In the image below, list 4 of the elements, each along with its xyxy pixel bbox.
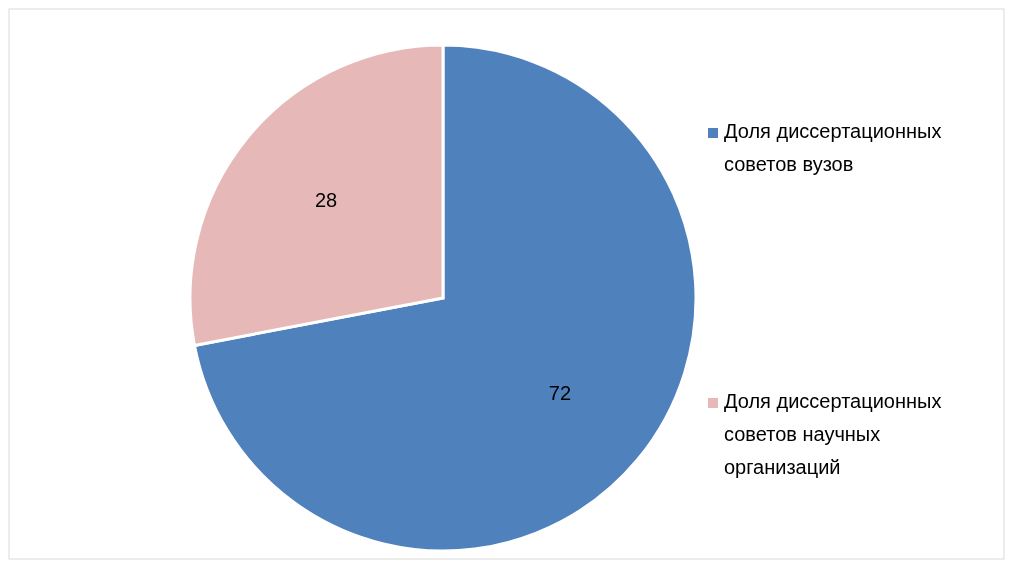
data-label: 28 <box>314 188 338 211</box>
data-label: 72 <box>548 382 572 405</box>
legend-label: Доля диссертационных советов научных организаций <box>724 390 942 479</box>
legend-label: Доля диссертационных советов вузов <box>724 120 942 176</box>
